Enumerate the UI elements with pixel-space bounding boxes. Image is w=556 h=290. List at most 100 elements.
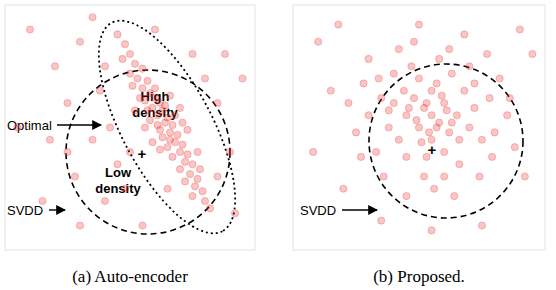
- point: [378, 95, 385, 102]
- point: [231, 210, 238, 217]
- point: [385, 107, 392, 114]
- point: [451, 193, 458, 200]
- point: [106, 124, 113, 131]
- point: [164, 185, 171, 192]
- point: [506, 95, 513, 102]
- point: [511, 144, 518, 151]
- point: [139, 85, 146, 92]
- point: [134, 75, 141, 82]
- point: [436, 55, 443, 62]
- point: [171, 112, 178, 119]
- point: [159, 134, 166, 141]
- point: [186, 170, 193, 177]
- plot-frame: [5, 5, 255, 250]
- point: [428, 112, 435, 119]
- point: [64, 99, 71, 106]
- point: [418, 139, 425, 146]
- point: [121, 185, 128, 192]
- point: [179, 119, 186, 126]
- point: [139, 222, 146, 229]
- point: [352, 129, 359, 136]
- point: [51, 63, 58, 70]
- point: [189, 50, 196, 57]
- point: [126, 148, 133, 155]
- point: [166, 136, 173, 143]
- point: [154, 112, 161, 119]
- point: [365, 112, 372, 119]
- point: [373, 148, 380, 155]
- point: [408, 63, 415, 70]
- point: [146, 117, 153, 124]
- svdd-boundary: [369, 64, 523, 218]
- point: [360, 80, 367, 87]
- point: [403, 193, 410, 200]
- point: [395, 46, 402, 53]
- point: [478, 222, 485, 229]
- point: [448, 119, 455, 126]
- point: [403, 112, 410, 119]
- point: [310, 148, 317, 155]
- point: [239, 75, 246, 82]
- point: [221, 50, 228, 57]
- point: [226, 148, 233, 155]
- point: [101, 197, 108, 204]
- point: [154, 121, 161, 128]
- point: [441, 173, 448, 180]
- point: [461, 87, 468, 94]
- point: [423, 99, 430, 106]
- optimal-boundary: [72, 2, 262, 253]
- point: [166, 92, 173, 99]
- point: [357, 153, 364, 160]
- point: [433, 124, 440, 131]
- point: [201, 197, 208, 204]
- panel: SVDD+: [293, 5, 545, 250]
- point: [365, 55, 372, 62]
- caption: (b) Proposed.: [373, 267, 465, 286]
- point: [176, 104, 183, 111]
- point: [189, 193, 196, 200]
- point: [504, 112, 511, 119]
- point: [139, 65, 146, 72]
- point: [89, 136, 96, 143]
- point: [466, 63, 473, 70]
- point: [400, 87, 407, 94]
- point: [71, 173, 78, 180]
- point: [14, 124, 21, 131]
- point: [478, 136, 485, 143]
- point: [415, 75, 422, 82]
- point: [169, 121, 176, 128]
- point: [64, 148, 71, 155]
- point: [488, 153, 495, 160]
- point: [453, 112, 460, 119]
- point: [466, 124, 473, 131]
- point: [327, 87, 334, 94]
- point: [141, 124, 148, 131]
- point: [184, 151, 191, 158]
- point: [181, 178, 188, 185]
- point: [431, 185, 438, 192]
- point: [471, 104, 478, 111]
- point: [415, 21, 422, 28]
- point: [516, 26, 523, 33]
- point: [191, 183, 198, 190]
- point: [184, 126, 191, 133]
- point: [96, 87, 103, 94]
- point: [166, 129, 173, 136]
- point: [441, 148, 448, 155]
- point: [169, 153, 176, 160]
- point: [433, 80, 440, 87]
- point: [315, 38, 322, 45]
- point: [144, 107, 151, 114]
- point: [425, 129, 432, 136]
- point: [151, 85, 158, 92]
- panel: OptimalHighdensityLowdensitySVDD+: [5, 2, 262, 253]
- arrow: [57, 124, 101, 125]
- point: [181, 158, 188, 165]
- point: [378, 217, 385, 224]
- point: [161, 102, 168, 109]
- point: [119, 55, 126, 62]
- annotation: SVDD: [7, 203, 43, 218]
- point: [131, 60, 138, 67]
- point: [405, 104, 412, 111]
- point: [101, 63, 108, 70]
